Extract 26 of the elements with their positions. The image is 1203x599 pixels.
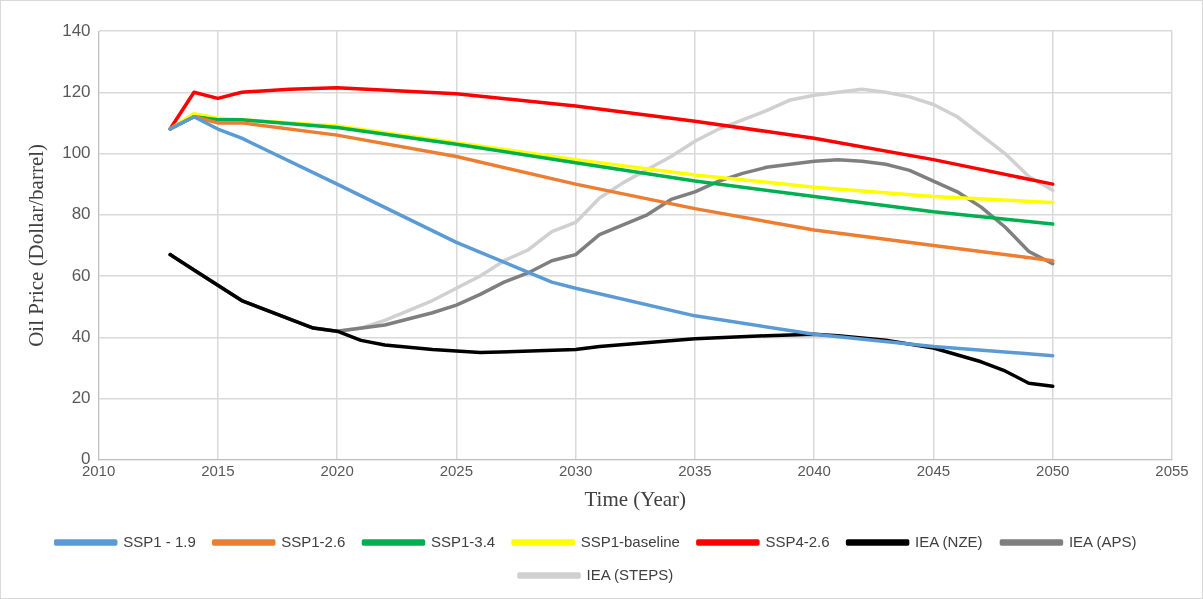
x-tick-label: 2055 <box>1155 461 1189 479</box>
y-tick-label: 140 <box>62 20 91 40</box>
legend-label: IEA (APS) <box>1068 532 1137 550</box>
legend-label: SSP1 - 1.9 <box>123 532 196 550</box>
legend-label: SSP1-2.6 <box>281 532 346 550</box>
y-tick-label: 60 <box>71 265 91 285</box>
x-axis-title: Time (Year) <box>584 486 687 511</box>
x-tick-label: 2020 <box>320 461 354 479</box>
x-tick-label: 2025 <box>439 461 474 479</box>
legend-label: IEA (STEPS) <box>586 565 674 583</box>
legend-label: SSP4-2.6 <box>765 532 830 550</box>
x-tick-label: 2015 <box>201 461 235 479</box>
x-tick-label: 2050 <box>1036 461 1070 479</box>
x-tick-label: 2045 <box>916 461 951 479</box>
y-tick-label: 100 <box>62 143 91 163</box>
y-tick-label: 80 <box>71 204 91 224</box>
x-tick-label: 2035 <box>678 461 712 479</box>
y-axis-title: Oil Price (Dollar/barrel) <box>24 143 49 347</box>
x-tick-label: 2040 <box>797 461 831 479</box>
legend-label: IEA (NZE) <box>915 532 983 550</box>
legend-label: SSP1-baseline <box>580 532 680 550</box>
y-tick-label: 120 <box>62 81 91 101</box>
y-tick-label: 40 <box>71 326 91 346</box>
legend-label: SSP1-3.4 <box>430 532 496 550</box>
x-tick-label: 2030 <box>558 461 593 479</box>
y-tick-label: 20 <box>71 388 91 408</box>
